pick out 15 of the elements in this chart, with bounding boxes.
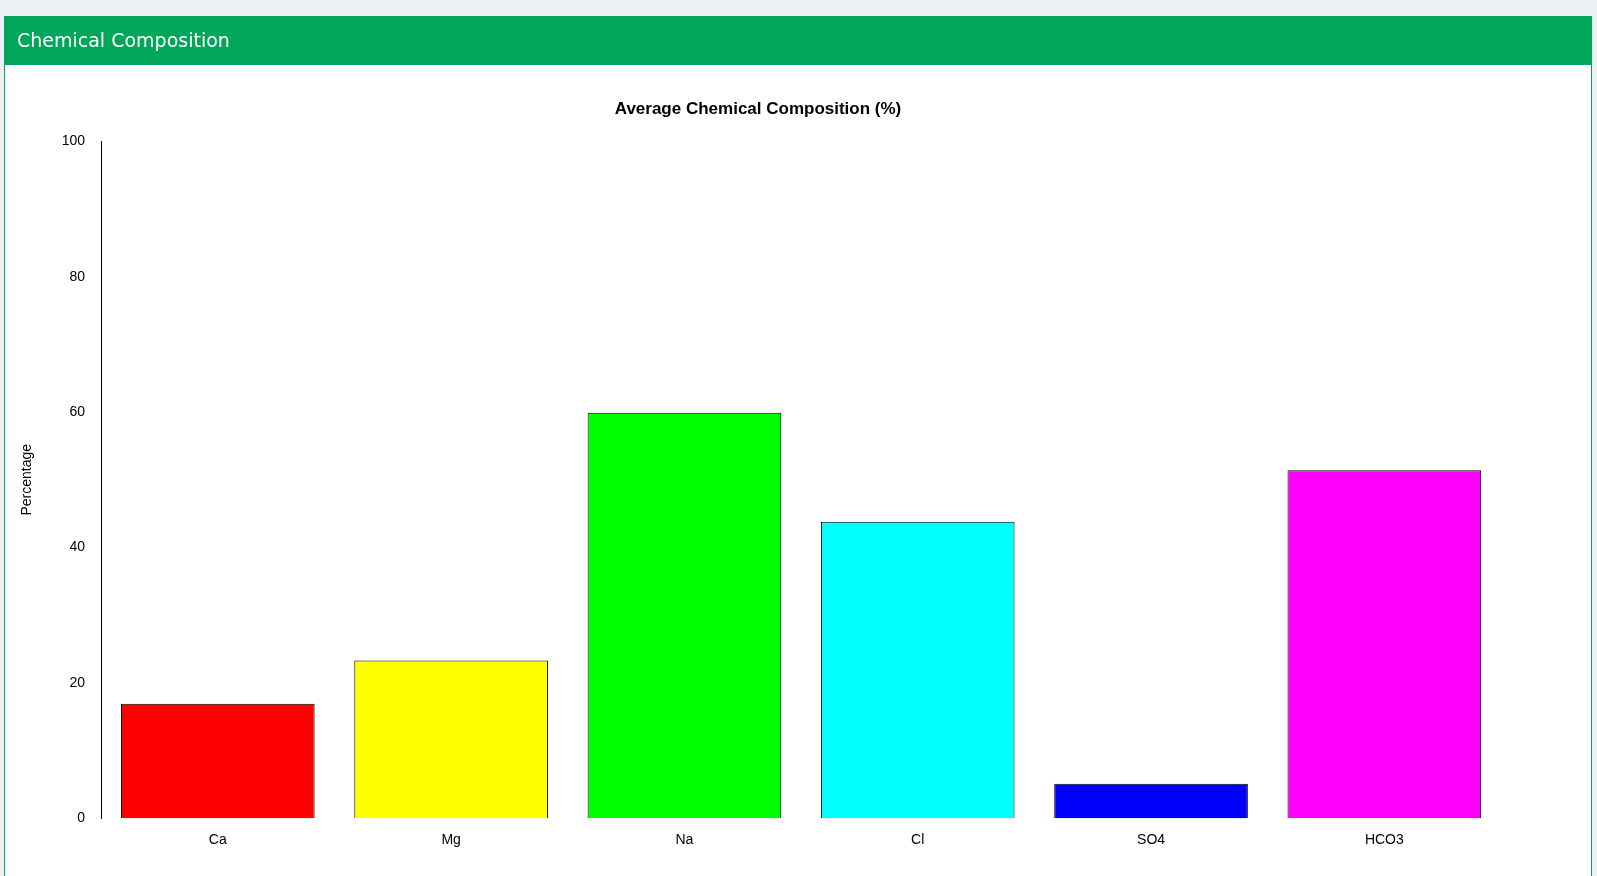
y-tick-label: 60 — [69, 402, 86, 419]
y-tick-label: 0 — [77, 809, 86, 826]
chart-title: Chemical Composition — [5, 17, 1591, 65]
y-tick-label: 20 — [69, 673, 86, 690]
x-tick-label: Na — [675, 831, 694, 848]
y-tick-label: 100 — [61, 132, 86, 149]
x-tick-label: HCO3 — [1364, 831, 1404, 848]
x-tick-label: Mg — [441, 831, 461, 848]
y-tick-label: 40 — [69, 538, 86, 555]
chart-subtitle: Average Chemical Composition (%) — [614, 98, 902, 118]
y-tick-label: 80 — [69, 267, 86, 284]
x-tick-label: SO4 — [1137, 831, 1166, 848]
x-tick-label: Cl — [911, 831, 925, 848]
y-axis-title: Percentage — [18, 443, 35, 516]
x-tick-label: Ca — [208, 831, 227, 848]
